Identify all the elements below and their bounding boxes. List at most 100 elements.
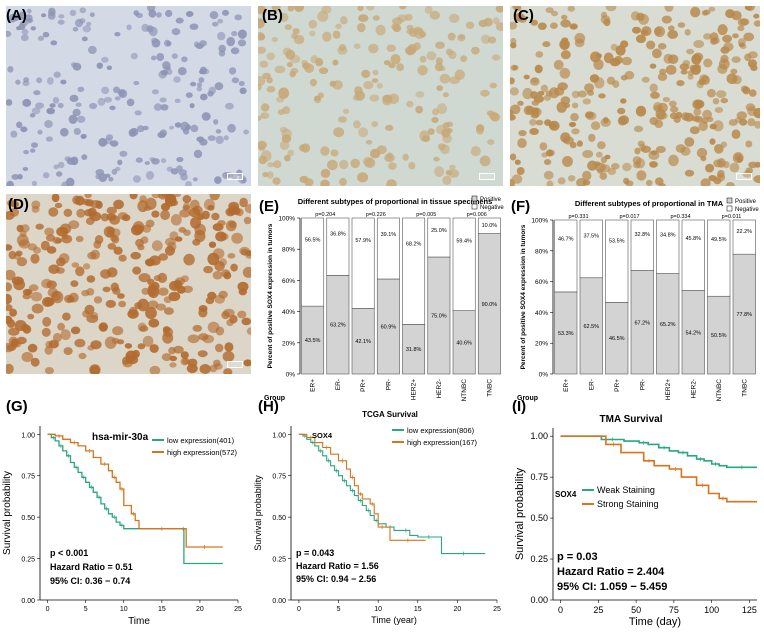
cell-nucleus [16,224,24,233]
cell-nucleus [431,116,439,124]
chart-g-stat-1: Hazard Ratio = 0.51 [50,562,133,572]
cell-nucleus [271,36,278,43]
cell-nucleus [183,253,195,266]
chart-e-x-tick-label-5: HER2- [436,379,443,399]
chart-e-pvalue-1: p=0.226 [366,212,386,218]
cell-nucleus [21,28,29,35]
chart-h-x-tick-label: 25 [493,606,501,613]
chart-e-bar-negative-6 [452,217,476,311]
cell-nucleus [510,178,515,186]
cell-nucleus [46,109,52,114]
cell-nucleus [676,80,685,87]
chart-g-y-label: Survival probability [2,471,13,555]
cell-nucleus [6,180,14,186]
cell-nucleus [309,78,317,87]
cell-nucleus [595,53,602,59]
cell-nucleus [460,55,468,62]
cell-nucleus [284,154,291,162]
cell-nucleus [544,119,552,126]
cell-nucleus [435,41,445,49]
cell-nucleus [10,201,20,208]
cell-nucleus [606,76,616,85]
chart-e-y-tick-label: 100% [278,216,295,223]
scale-bar [736,173,752,180]
cell-nucleus [169,362,177,368]
cell-nucleus [706,88,716,98]
cell-nucleus [97,97,106,106]
cell-nucleus [105,173,111,178]
cell-nucleus [170,214,182,226]
chart-e-pvalue-3: p=0.006 [467,212,487,218]
chart-i-stat-1: Hazard Ratio = 2.404 [557,566,665,578]
cell-nucleus [691,54,702,65]
cell-nucleus [148,9,157,18]
cell-nucleus [141,23,150,32]
cell-nucleus [207,291,217,300]
cell-nucleus [86,275,96,283]
chart-f-bar-label-positive-7: 77.8% [736,312,752,318]
cell-nucleus [196,136,205,142]
cell-nucleus [699,74,709,83]
cell-nucleus [282,106,291,115]
cell-nucleus [655,145,666,154]
cell-nucleus [145,307,157,320]
cell-nucleus [293,6,305,12]
cell-nucleus [471,46,480,55]
chart-f-bar-label-positive-0: 53.3% [558,331,574,337]
cell-nucleus [657,72,668,81]
cell-nucleus [218,50,226,57]
cell-nucleus [71,262,80,268]
cell-nucleus [156,303,166,311]
cell-nucleus [31,303,44,314]
cell-nucleus [236,208,244,217]
chart-h-x-tick-label: 0 [297,606,301,613]
cell-nucleus [518,130,527,137]
cell-nucleus [185,11,194,17]
chart-i-x-tick-label: 100 [704,605,719,615]
cell-nucleus [207,135,216,141]
cell-nucleus [82,25,92,33]
cell-nucleus [218,290,228,299]
cell-nucleus [62,312,71,321]
cell-nucleus [173,345,184,354]
cell-nucleus [333,127,345,138]
chart-e-x-tick-label-1: ER- [335,379,342,390]
cell-nucleus [386,179,397,186]
chart-g-stat-2: 95% CI: 0.36 − 0.74 [50,576,130,586]
chart-e-y-tick-label: 0% [286,372,296,379]
cell-nucleus [35,102,44,109]
cell-nucleus [655,177,664,186]
cell-nucleus [56,226,69,237]
cell-nucleus [272,177,281,185]
cell-nucleus [584,83,595,93]
cell-nucleus [119,150,128,157]
cell-nucleus [98,173,108,183]
cell-nucleus [435,57,443,65]
cell-nucleus [192,177,198,182]
cell-nucleus [193,149,203,159]
cell-nucleus [44,227,55,236]
cell-nucleus [31,180,37,186]
cell-nucleus [406,29,414,35]
cell-nucleus [712,120,724,132]
cell-nucleus [429,10,441,20]
cell-nucleus [705,163,715,173]
cell-nucleus [284,24,292,31]
cell-nucleus [35,223,44,230]
panel-label-b: (B) [262,7,283,24]
chart-e-title: Different subtypes of proportional in ti… [298,197,493,206]
cell-nucleus [244,204,251,214]
chart-h-title: TCGA Survival [362,410,418,419]
cell-nucleus [739,18,750,26]
chart-h-series-0 [298,433,486,555]
chart-g-x-tick-label: 25 [234,606,242,613]
cell-nucleus [203,265,214,274]
cell-nucleus [543,159,552,165]
chart-g-series-0 [47,433,223,565]
cell-nucleus [140,236,149,244]
cell-nucleus [510,64,518,71]
cell-nucleus [424,6,433,14]
cell-nucleus [588,133,596,142]
cell-nucleus [190,124,199,133]
chart-e-bar-negative-7 [477,217,501,234]
